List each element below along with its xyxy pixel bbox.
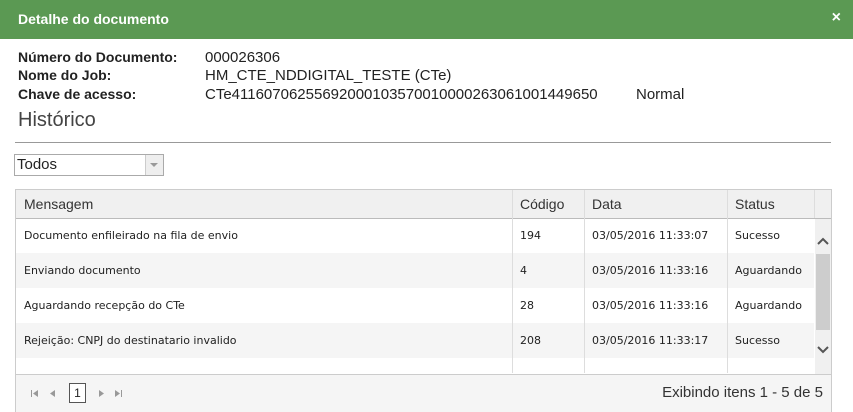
pager: 1 Exibindo itens 1 - 5 de 5 xyxy=(16,374,831,412)
field-value: 000026306 xyxy=(205,49,281,66)
pager-icons xyxy=(31,390,122,397)
table-cell: 03/05/2016 11:33:07 xyxy=(592,229,709,242)
page-number[interactable]: 1 xyxy=(69,383,86,403)
scroll-icons xyxy=(816,237,830,354)
column-divider xyxy=(814,190,815,218)
scrollbar[interactable] xyxy=(815,219,831,374)
table-cell: 4 xyxy=(520,264,527,277)
divider xyxy=(15,142,831,143)
filter-select[interactable]: Todos xyxy=(14,154,164,176)
grid-header xyxy=(16,190,831,219)
field-label: Número do Documento: xyxy=(18,49,178,65)
filter-value: Todos xyxy=(17,156,58,173)
section-title: Histórico xyxy=(18,109,96,131)
table-cell: Aguardando xyxy=(735,299,802,312)
column-header: Status xyxy=(735,196,775,212)
table-cell: 03/05/2016 11:33:17 xyxy=(592,334,709,347)
field-label: Nome do Job: xyxy=(18,67,112,83)
table-cell: Enviando documento xyxy=(24,264,141,277)
dialog-title: Detalhe do documento xyxy=(18,11,169,27)
pager-summary: Exibindo itens 1 - 5 de 5 xyxy=(662,384,823,401)
column-header: Mensagem xyxy=(24,196,94,212)
field-label: Chave de acesso: xyxy=(18,86,137,102)
field-value: CTe4116070625569200010357001000026306100… xyxy=(205,86,598,103)
table-cell: 03/05/2016 11:33:16 xyxy=(592,264,709,277)
column-divider xyxy=(512,190,513,373)
field-extra: Normal xyxy=(636,86,685,103)
table-cell: Rejeição: CNPJ do destinatario invalido xyxy=(24,334,237,347)
table-cell: 208 xyxy=(520,334,541,347)
arrow-icon xyxy=(150,163,158,167)
dropdown-arrow xyxy=(145,155,163,175)
table-cell: Aguardando xyxy=(735,264,802,277)
dialog-header: Detalhe do documento × xyxy=(0,0,853,39)
table-cell: Sucesso xyxy=(735,229,780,242)
table-cell: Documento enfileirado na fila de envio xyxy=(24,229,238,242)
column-divider xyxy=(584,190,585,373)
table-cell: 03/05/2016 11:33:16 xyxy=(592,299,709,312)
table-cell: Sucesso xyxy=(735,334,780,347)
column-header: Código xyxy=(520,196,565,212)
column-header: Data xyxy=(592,196,622,212)
column-divider xyxy=(727,190,728,373)
close-button[interactable]: × xyxy=(831,9,841,26)
grid: 1 Exibindo itens 1 - 5 de 5 xyxy=(15,189,832,412)
table-cell: 28 xyxy=(520,299,534,312)
table-cell: Aguardando recepção do CTe xyxy=(24,299,185,312)
table-cell: 194 xyxy=(520,229,541,242)
field-value: HM_CTE_NDDIGITAL_TESTE (CTe) xyxy=(205,67,452,84)
